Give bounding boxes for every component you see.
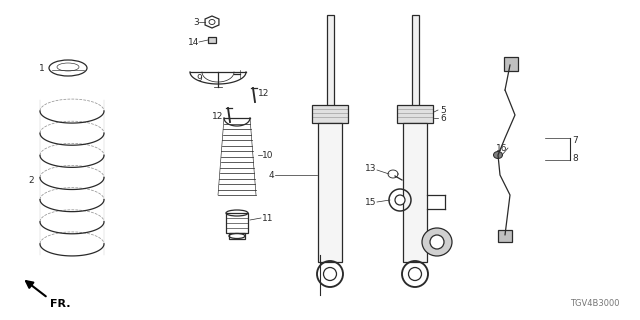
Bar [403, 123, 427, 262]
Text: 12: 12 [212, 111, 223, 121]
Text: 9: 9 [196, 74, 202, 83]
Text: 4: 4 [268, 171, 274, 180]
Text: 7: 7 [572, 135, 578, 145]
Bar [229, 233, 245, 239]
Text: 15: 15 [365, 197, 376, 206]
Text: 6: 6 [440, 114, 445, 123]
Bar [397, 105, 433, 123]
Text: 5: 5 [440, 106, 445, 115]
Text: 2: 2 [28, 175, 34, 185]
Text: FR.: FR. [50, 299, 70, 309]
Ellipse shape [430, 235, 444, 249]
Ellipse shape [323, 268, 337, 281]
Ellipse shape [395, 195, 405, 205]
Text: 1: 1 [39, 63, 45, 73]
Bar [312, 105, 348, 123]
Text: 12: 12 [258, 89, 269, 98]
Bar [327, 15, 334, 110]
Text: 14: 14 [188, 37, 199, 46]
Bar [504, 57, 518, 71]
Ellipse shape [422, 228, 452, 256]
Bar [208, 37, 216, 43]
Text: 16: 16 [495, 143, 507, 153]
Text: 8: 8 [572, 154, 578, 163]
Bar [226, 213, 248, 233]
Ellipse shape [493, 151, 502, 158]
Text: 13: 13 [365, 164, 376, 172]
Bar [412, 15, 419, 110]
Ellipse shape [408, 268, 422, 281]
Bar [318, 123, 342, 262]
Text: 3: 3 [193, 18, 199, 27]
Text: TGV4B3000: TGV4B3000 [570, 299, 620, 308]
Bar [498, 230, 512, 242]
Text: 11: 11 [262, 213, 273, 222]
Text: 10: 10 [262, 150, 273, 159]
